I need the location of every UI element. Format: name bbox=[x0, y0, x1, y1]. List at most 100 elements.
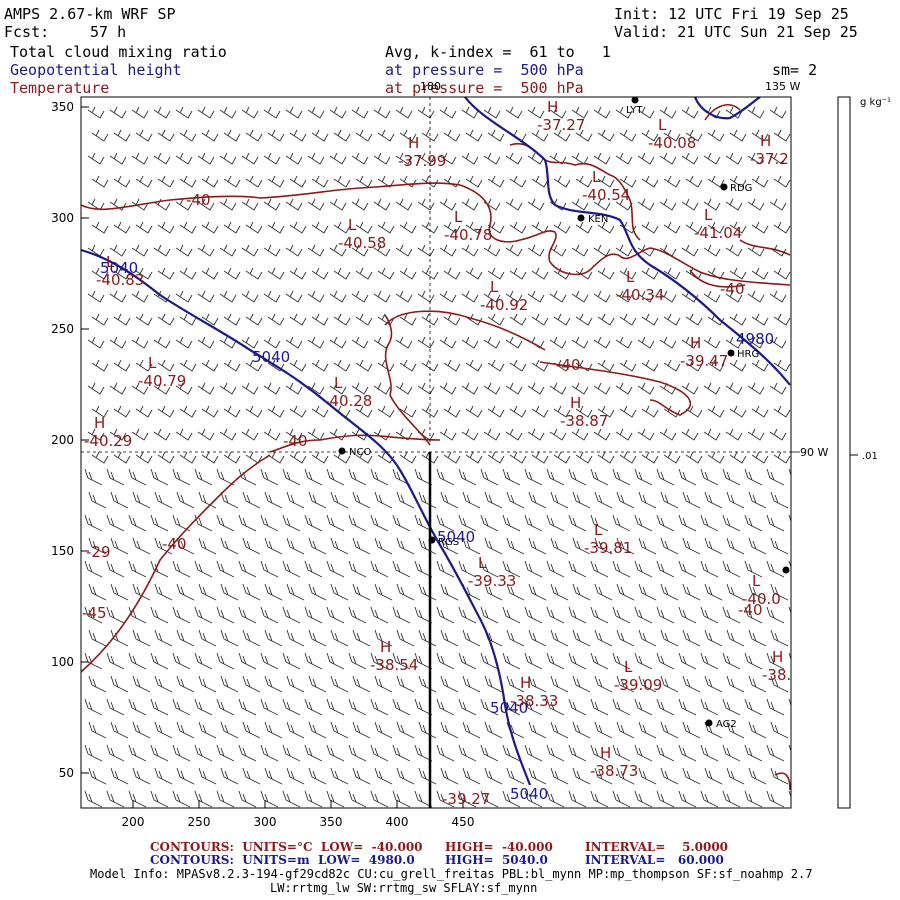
wind-barb bbox=[396, 721, 415, 739]
wind-barb bbox=[216, 514, 235, 532]
wind-barb bbox=[725, 152, 743, 165]
wind-barb bbox=[396, 537, 415, 555]
wind-barb bbox=[395, 198, 413, 211]
wind-barb bbox=[641, 359, 659, 372]
wind-barb bbox=[370, 744, 389, 762]
wind-barb bbox=[194, 560, 213, 578]
wind-barb bbox=[355, 129, 373, 142]
wind-barb bbox=[399, 405, 417, 418]
wind-barb bbox=[267, 129, 285, 142]
wind-barb bbox=[304, 468, 323, 486]
wind-barb bbox=[421, 451, 439, 464]
wind-barb bbox=[286, 491, 305, 509]
wind-barb bbox=[502, 652, 521, 670]
wind-barb bbox=[282, 790, 301, 808]
wind-barb bbox=[172, 560, 191, 578]
wind-barb bbox=[289, 451, 307, 464]
wind-barb bbox=[502, 514, 521, 532]
wind-barb bbox=[751, 451, 769, 464]
wind-barb bbox=[509, 175, 527, 188]
wind-barb bbox=[110, 583, 129, 601]
wind-barb bbox=[575, 175, 593, 188]
wind-barb bbox=[704, 537, 723, 555]
wind-barb bbox=[264, 721, 283, 739]
height-label: 4980 bbox=[736, 330, 774, 348]
wind-barb bbox=[440, 629, 459, 647]
wind-barb bbox=[201, 267, 219, 280]
wind-barb bbox=[377, 359, 395, 372]
extrema-type: H bbox=[600, 744, 611, 762]
wind-barb bbox=[766, 790, 785, 808]
wind-barb bbox=[307, 244, 325, 257]
wind-barb bbox=[770, 537, 789, 555]
wind-barb bbox=[198, 583, 217, 601]
wind-barb bbox=[263, 152, 281, 165]
wind-barb bbox=[128, 698, 147, 716]
wind-barb bbox=[751, 359, 769, 372]
extrema-type: H bbox=[772, 648, 783, 666]
wind-barb bbox=[286, 537, 305, 555]
wind-barb bbox=[150, 698, 169, 716]
extrema-value: -37.2 bbox=[750, 150, 789, 168]
extrema-type: L bbox=[348, 216, 357, 234]
wind-barb bbox=[260, 652, 279, 670]
wind-barb bbox=[238, 606, 257, 624]
wind-barb bbox=[793, 492, 810, 508]
wind-barb bbox=[748, 629, 767, 647]
temp-label: -40 bbox=[720, 280, 745, 298]
wind-barb bbox=[634, 514, 653, 532]
wind-barb bbox=[84, 744, 103, 762]
wind-barb bbox=[132, 675, 151, 693]
wind-barb bbox=[128, 560, 147, 578]
wind-barb bbox=[110, 767, 129, 785]
wind-barb bbox=[370, 514, 389, 532]
wind-barb bbox=[659, 336, 677, 349]
wind-barb bbox=[109, 152, 127, 165]
wind-barb bbox=[260, 468, 279, 486]
model-info: Model Info: MPASv8.2.3-194-gf29cd82c CU:… bbox=[90, 867, 813, 881]
field-temperature: Temperature bbox=[10, 79, 110, 97]
wind-barb bbox=[678, 790, 697, 808]
wind-barb bbox=[352, 675, 371, 693]
wind-barb bbox=[612, 698, 631, 716]
wind-barb bbox=[194, 698, 213, 716]
fcst-value: 57 h bbox=[90, 23, 127, 41]
wind-barb bbox=[355, 405, 373, 418]
height-contour-interval: INTERVAL= 60.000 bbox=[585, 853, 724, 867]
wind-barb bbox=[773, 405, 791, 418]
wind-barb bbox=[663, 129, 681, 142]
wind-barb bbox=[179, 313, 197, 326]
wind-barb bbox=[678, 560, 697, 578]
wind-barb bbox=[527, 106, 545, 119]
wind-barb bbox=[373, 106, 391, 119]
extrema-markers: H-37.27 L-40.08H-37.99L-40.54H-37.2L-40.5… bbox=[84, 98, 791, 808]
wind-barb bbox=[505, 106, 523, 119]
wind-barb bbox=[531, 129, 549, 142]
wind-barbs bbox=[84, 106, 810, 808]
wind-barb bbox=[417, 244, 435, 257]
wind-barb bbox=[260, 606, 279, 624]
wind-barb bbox=[722, 560, 741, 578]
wind-barb bbox=[615, 290, 633, 303]
wind-barb bbox=[242, 767, 261, 785]
wind-barb bbox=[132, 537, 151, 555]
wind-barb bbox=[377, 267, 395, 280]
height-label: 5040 bbox=[100, 259, 138, 277]
wind-barb bbox=[418, 767, 437, 785]
extrema-value: -38.73 bbox=[590, 762, 638, 780]
wind-barb bbox=[311, 175, 329, 188]
wind-barb bbox=[308, 537, 327, 555]
wind-barb bbox=[619, 313, 637, 326]
wind-barb bbox=[267, 313, 285, 326]
wind-barb bbox=[220, 721, 239, 739]
wind-barb bbox=[744, 652, 763, 670]
wind-barb bbox=[634, 606, 653, 624]
wind-barb bbox=[175, 336, 193, 349]
temp-contour-high: HIGH= -40.000 bbox=[445, 840, 553, 854]
wind-barb bbox=[660, 491, 679, 509]
wind-barb bbox=[594, 491, 613, 509]
wind-barb bbox=[395, 290, 413, 303]
wind-barb bbox=[242, 629, 261, 647]
wind-barb bbox=[682, 767, 701, 785]
wind-barb bbox=[329, 290, 347, 303]
